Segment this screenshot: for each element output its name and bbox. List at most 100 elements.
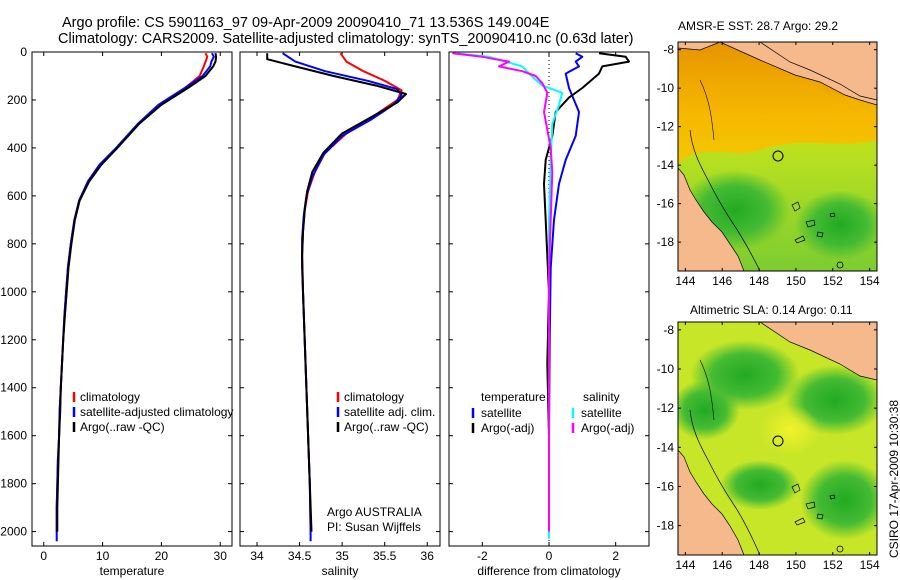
sla-shelf-contour (699, 359, 715, 421)
sla-lat-tick-label: -10 (657, 362, 675, 376)
sla-lon-tick-label: 152 (823, 558, 843, 572)
sla-lon-tick-label: 144 (675, 558, 695, 572)
temperature-xlabel: temperature (100, 564, 165, 578)
sst-lat-tick-label: -14 (657, 158, 675, 172)
salinity-xtick-label: 35 (335, 549, 349, 563)
salinity-profile-panel: 34 34.5 35 35.5 36 salinity climatologysatelli… (239, 51, 441, 578)
sst-lon-tick-label: 148 (749, 274, 769, 288)
depth-tick-label: 1600 (0, 429, 27, 443)
salinity-xtick-label: 34.5 (288, 549, 312, 563)
sst-land-australia (678, 167, 745, 271)
figure-title-line2: Climatology: CARS2009. Satellite-adjuste… (58, 31, 633, 47)
sla-low-patch-4 (800, 460, 877, 540)
depth-tick-label: 400 (7, 141, 27, 155)
sst-lat-tick-label: -18 (657, 235, 675, 249)
temperature-xtick-label: 0 (40, 549, 47, 563)
pi-label: PI: Susan Wijffels (327, 520, 421, 534)
sst-map-title: AMSR-E SST: 28.7 Argo: 29.2 (678, 19, 838, 33)
sst-lat-tick-label: -12 (657, 120, 675, 134)
temperature-profile-panel: 0 200 400 600 800 1000 1200 1400 1600 1800 2000 0 10… (0, 45, 233, 578)
sla-lat-tick-label: -18 (657, 519, 675, 533)
sla-map-frame (677, 321, 878, 556)
argo-program-label: Argo AUSTRALIA (327, 505, 422, 519)
temperature-xtick-label: 10 (96, 549, 110, 563)
temperature-legend-label: satellite-adjusted climatology (80, 405, 233, 419)
depth-tick-label: 1000 (0, 285, 27, 299)
sst-shelf-contour (699, 79, 715, 141)
temperature-xtick-label: 20 (155, 549, 169, 563)
sla-lat-tick-label: -8 (663, 323, 674, 337)
sst-lon-tick-label: 144 (675, 274, 695, 288)
sst-lon-tick-label: 150 (786, 274, 806, 288)
salinity-xtick-label: 35.5 (373, 549, 397, 563)
difference-xtick-label: 2 (612, 549, 619, 563)
salinity-series-argo-raw-qc (266, 53, 407, 532)
sla-map-panel: Altimetric SLA: 0.14 Argo: 0.11 144 146 14… (657, 303, 880, 572)
sla-lon-tick-label: 150 (786, 558, 806, 572)
difference-legend-label: satellite (481, 406, 522, 420)
sla-high-patch (760, 405, 820, 455)
difference-xtick-label: -2 (477, 549, 488, 563)
sla-lat-tick-label: -16 (657, 479, 675, 493)
sla-lat-tick-label: -14 (657, 440, 675, 454)
temperature-axes-frame (31, 51, 233, 547)
difference-legend-header-salinity: salinity (583, 390, 620, 404)
salinity-xtick-label: 36 (421, 549, 435, 563)
sst-lat-tick-label: -8 (663, 43, 674, 57)
sst-islands (791, 201, 836, 244)
csiro-timestamp: CSIRO 17-Apr-2009 10:30:38 (887, 400, 900, 558)
sst-lon-tick-label: 146 (712, 274, 732, 288)
difference-xlabel: difference from climatology (477, 564, 620, 578)
sla-reef-contour (689, 409, 761, 555)
sst-secondary-marker (836, 261, 844, 269)
difference-legend-label: Argo(-adj) (581, 421, 634, 435)
salinity-axes-frame (239, 51, 441, 547)
salinity-xlabel: salinity (322, 564, 359, 578)
sla-low-patch-5 (720, 460, 800, 510)
sla-lat-tick-label: -12 (657, 401, 675, 415)
sla-low-patch-2 (678, 380, 740, 440)
sla-land-png-main (678, 322, 877, 381)
depth-tick-label: 2000 (0, 525, 27, 539)
temperature-legend-label: Argo(..raw -QC) (80, 420, 165, 434)
salinity-legend-label: satellite adj. clim. (344, 405, 435, 419)
sst-lat-tick-label: -16 (657, 197, 675, 211)
sla-lon-tick-label: 154 (860, 558, 880, 572)
sla-lon-tick-label: 146 (712, 558, 732, 572)
sst-profile-marker (772, 150, 784, 162)
sla-secondary-marker (836, 545, 844, 553)
difference-legend-label: satellite (581, 406, 622, 420)
sla-land-australia (678, 449, 745, 555)
sst-land-png-main (678, 42, 877, 101)
sst-cool-patch-2 (795, 190, 877, 260)
salinity-xtick-label: 34 (250, 549, 264, 563)
depth-tick-label: 800 (7, 237, 27, 251)
sla-lon-tick-label: 148 (749, 558, 769, 572)
difference-series-salinity-argo-adj (452, 52, 554, 532)
sst-map-panel: AMSR-E SST: 28.7 Argo: 29.2 144 146 148 150… (657, 19, 880, 288)
depth-tick-label: 1400 (0, 381, 27, 395)
difference-legend-header-temperature: temperature (481, 390, 546, 404)
sla-map-title: Altimetric SLA: 0.14 Argo: 0.11 (690, 303, 853, 317)
temperature-legend-label: climatology (80, 390, 140, 404)
difference-legend-label: Argo(-adj) (481, 421, 534, 435)
sst-map-frame (677, 41, 878, 272)
sla-islands (791, 483, 836, 526)
temperature-xtick-label: 30 (214, 549, 228, 563)
salinity-legend-label: Argo(..raw -QC) (344, 420, 429, 434)
sst-lon-tick-label: 152 (823, 274, 843, 288)
figure-title-line1: Argo profile: CS 5901163_97 09-Apr-2009 … (62, 15, 550, 31)
depth-tick-label: 200 (7, 93, 27, 107)
temperature-series-argo-raw-qc (56, 53, 218, 532)
sst-lon-tick-label: 154 (860, 274, 880, 288)
depth-tick-label: 0 (20, 45, 27, 59)
difference-xtick-label: 0 (546, 549, 553, 563)
depth-tick-label: 600 (7, 189, 27, 203)
salinity-legend-label: climatology (344, 390, 404, 404)
depth-tick-label: 1200 (0, 333, 27, 347)
sst-reef-contour (689, 129, 761, 271)
sst-lat-tick-label: -10 (657, 81, 675, 95)
difference-series-temperature-satellite (548, 52, 584, 532)
